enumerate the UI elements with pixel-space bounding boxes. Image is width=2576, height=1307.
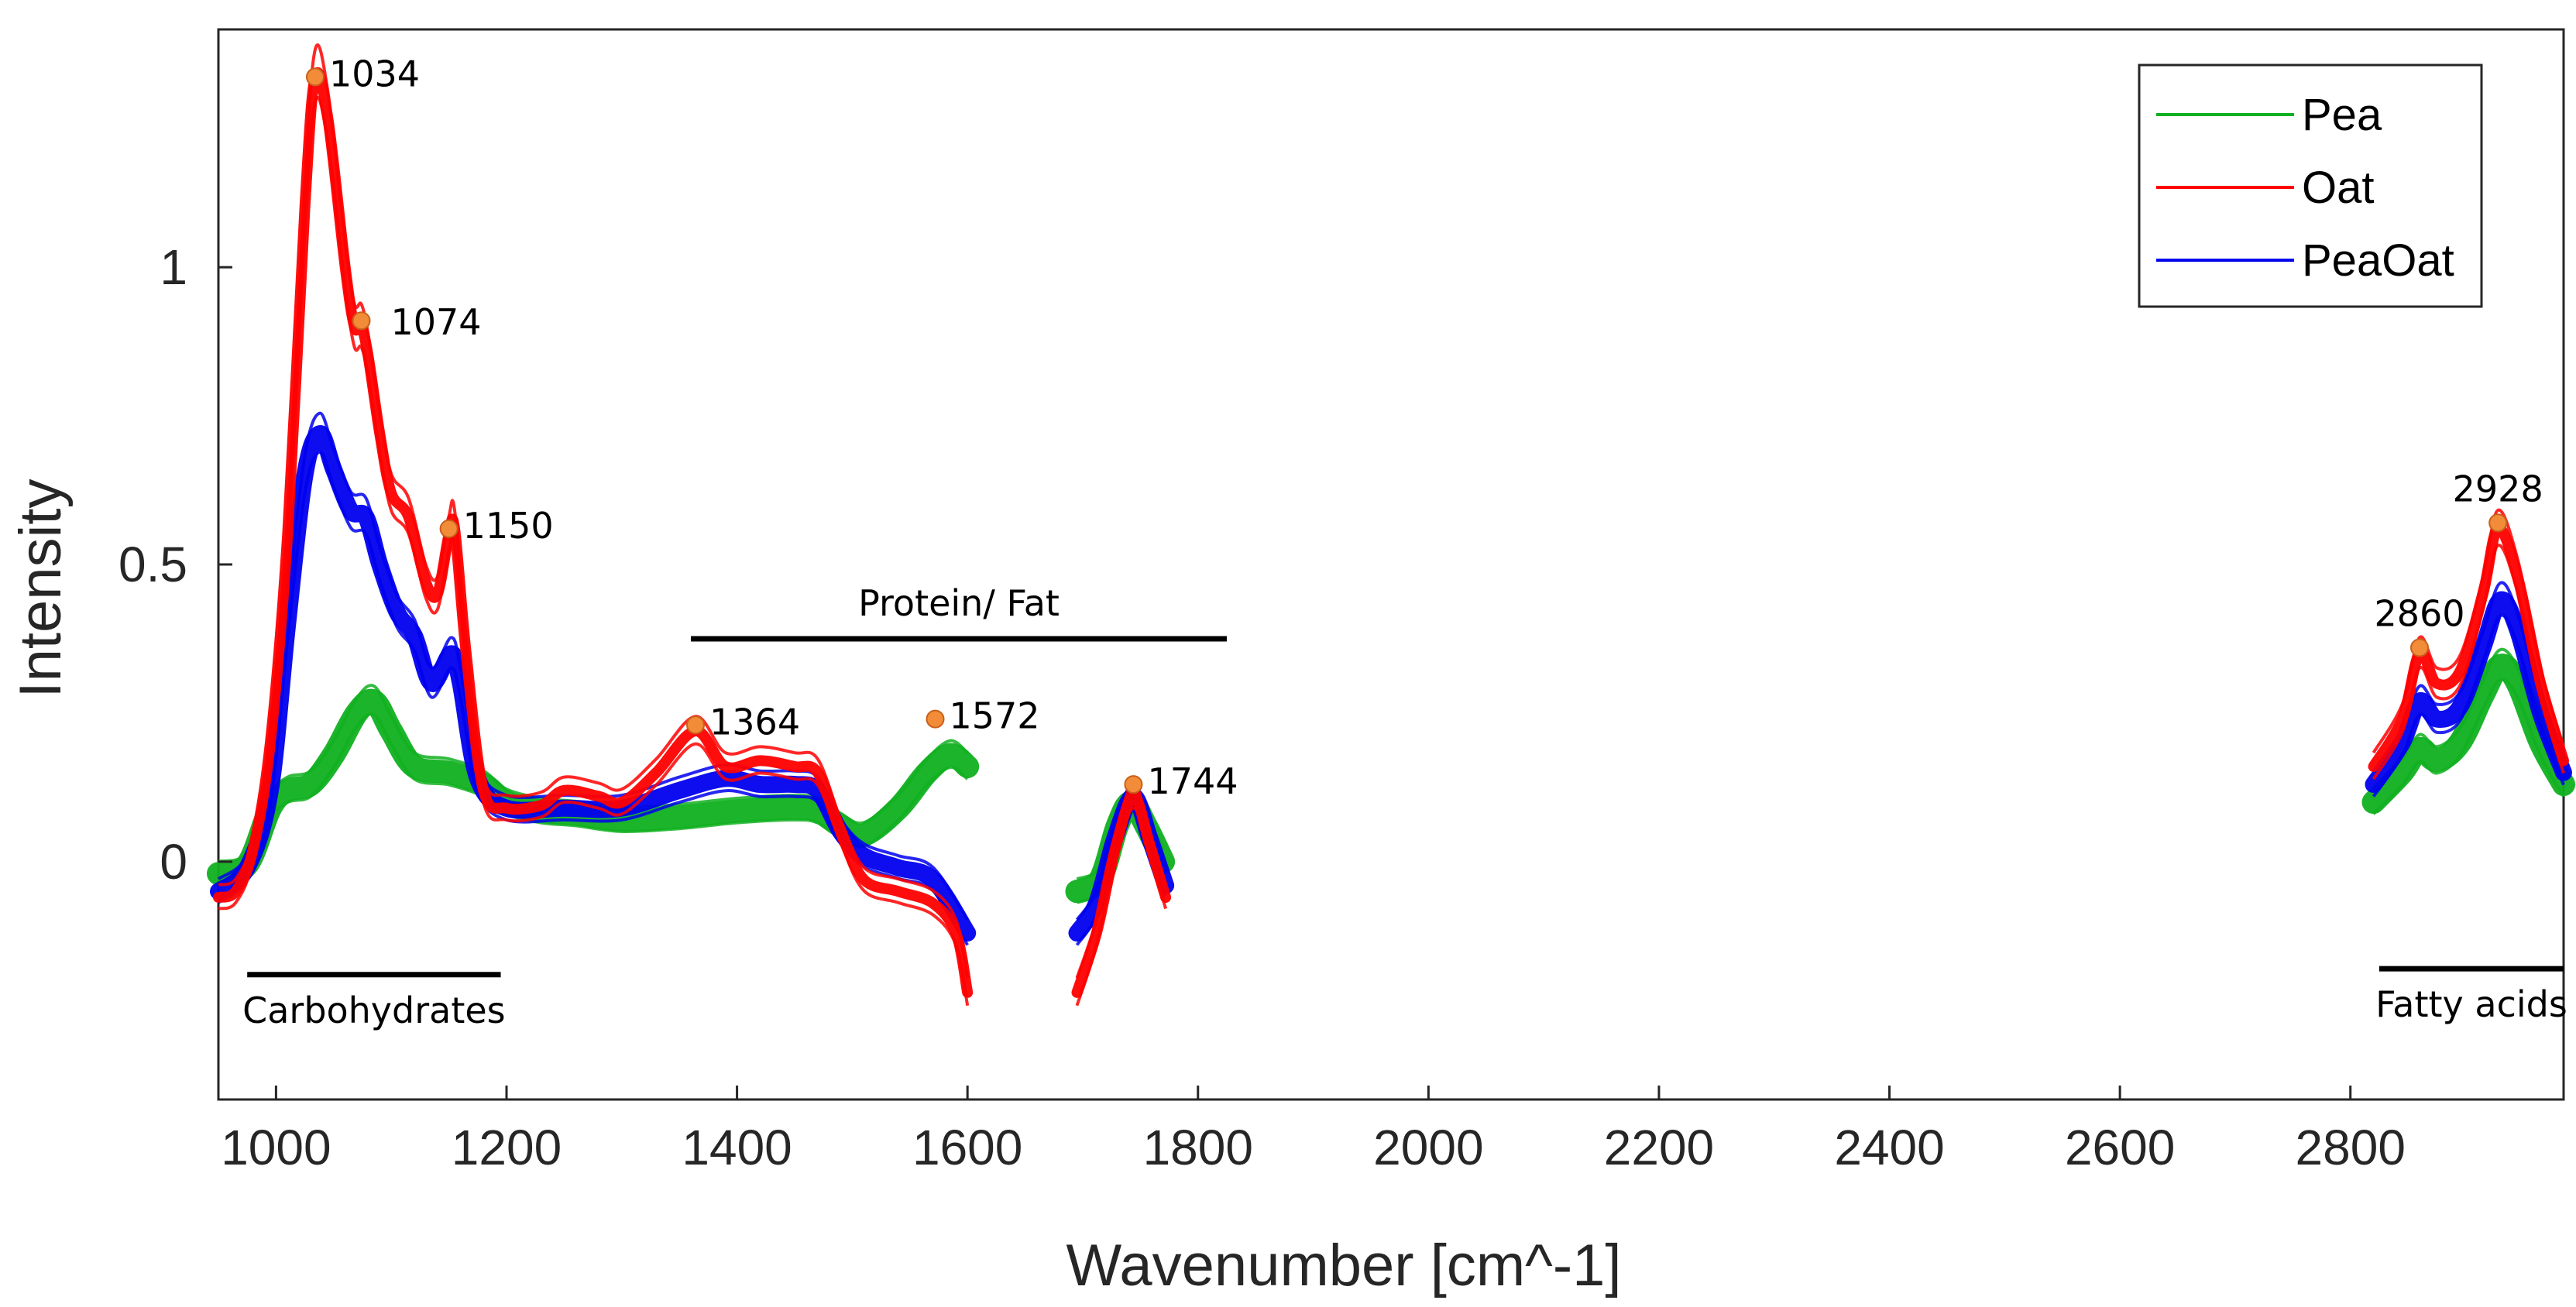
peak-marker-1150 [439,519,459,538]
peak-marker-2928 [2488,513,2508,533]
x-tick-label-1200: 1200 [452,1120,562,1175]
series-oat-trace-1-1 [1075,781,1168,979]
series-oat-trace-1-0 [1075,806,1168,1007]
peak-marker-1034 [305,67,325,87]
region-label-1: Protein/ Fat [858,582,1060,624]
series-oat-trace-2-0 [2372,544,2565,780]
y-tick-label-0: 0 [160,834,187,890]
region-label-0: Carbohydrates [242,990,506,1031]
x-axis-label: Wavenumber [cm^-1] [1066,1233,1621,1298]
x-tick-label-1600: 1600 [912,1120,1022,1175]
x-tick-label-2400: 2400 [1834,1120,1944,1175]
peak-label-1572: 1572 [950,695,1040,737]
x-tick-label-1400: 1400 [682,1120,792,1175]
y-tick-label-2: 1 [160,239,187,295]
series-oat-band-1 [1071,791,1172,998]
region-label-2: Fatty acids [2375,983,2567,1025]
series-oat-band-2 [2368,523,2569,772]
peak-label-1034: 1034 [329,53,420,94]
x-tick-label-2200: 2200 [1604,1120,1714,1175]
legend-label-peaoat: PeaOat [2302,235,2454,286]
series-layer [207,43,2575,1007]
series-oat-trace-0-0 [218,95,970,1007]
y-axis-ticks: 00.51 [118,239,232,890]
peak-marker-1364 [686,715,706,735]
peak-markers: 1034 1074 1150 1364 1572 1744 2860 2928 [305,53,2543,802]
peak-label-1074: 1074 [391,301,482,343]
series-pea-band-2 [2361,654,2575,815]
x-tick-label-2000: 2000 [1373,1120,1483,1175]
x-tick-label-2800: 2800 [2296,1120,2406,1175]
series-pea-trace-2-0 [2372,678,2565,815]
region-annotations: Carbohydrates Protein/ Fat Fatty acids [242,582,2567,1031]
x-tick-label-1000: 1000 [221,1120,331,1175]
legend-label-pea: Pea [2302,90,2382,140]
series-peaoat-band-0 [210,425,977,942]
peak-marker-1572 [926,709,945,729]
series-peaoat-band-2 [2365,591,2572,794]
x-tick-label-2600: 2600 [2065,1120,2175,1175]
peak-label-1150: 1150 [463,505,554,547]
peak-marker-1074 [352,311,371,331]
x-axis-ticks: 1000 1200 1400 1600 1800 2000 2200 2400 2600 2800 [221,1086,2406,1175]
peak-marker-1744 [1124,775,1143,794]
series-oat-trace-0-1 [218,43,970,979]
peak-label-2860: 2860 [2374,592,2464,634]
series-peaoat-trace-0-0 [217,450,969,946]
series-oat-trace-2-1 [2372,508,2565,754]
legend-label-oat: Oat [2302,163,2375,213]
y-tick-label-1: 0.5 [118,537,187,592]
peak-marker-2860 [2410,638,2430,657]
peak-label-1364: 1364 [709,701,800,743]
peak-label-1744: 1744 [1147,760,1238,802]
peak-label-2928: 2928 [2453,468,2543,509]
series-peaoat-trace-2-0 [2372,613,2565,798]
y-axis-label: Intensity [8,479,74,698]
x-tick-label-1800: 1800 [1143,1120,1253,1175]
